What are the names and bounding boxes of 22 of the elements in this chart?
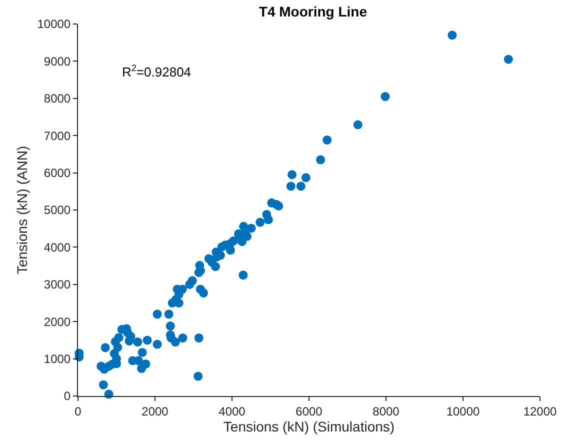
x-tick-label: 10000 <box>446 404 480 418</box>
y-tick-label: 2000 <box>44 314 71 329</box>
chart-title: T4 Mooring Line <box>258 4 368 20</box>
y-tick-label: 8000 <box>44 92 71 106</box>
y-tick-label: 10000 <box>37 17 71 32</box>
y-tick-label: 0 <box>64 389 71 404</box>
y-tick-label: 3000 <box>44 278 71 292</box>
x-tick-label: 4000 <box>218 404 246 418</box>
y-tick-label: 7000 <box>44 128 71 143</box>
annotation: R$^{2}$=0.92804 <box>122 63 192 80</box>
y-tick-label: 6000 <box>44 166 71 180</box>
y-tick-label: 1000 <box>44 352 71 366</box>
x-tick-label: 6000 <box>296 404 323 418</box>
x-tick-label: 12000 <box>523 404 558 418</box>
y-tick-label: 4000 <box>44 240 71 254</box>
x-tick-label: 0 <box>74 404 82 418</box>
y-axis-title: Tensions (kN) (ANN) <box>14 146 30 274</box>
y-tick-label: 9000 <box>44 54 71 68</box>
x-tick-label: 8000 <box>372 404 400 418</box>
x-tick-label: 2000 <box>142 404 169 418</box>
x-axis-title: Tensions (kN) (Simulations) <box>223 418 395 435</box>
y-tick-label: 5000 <box>44 203 71 218</box>
